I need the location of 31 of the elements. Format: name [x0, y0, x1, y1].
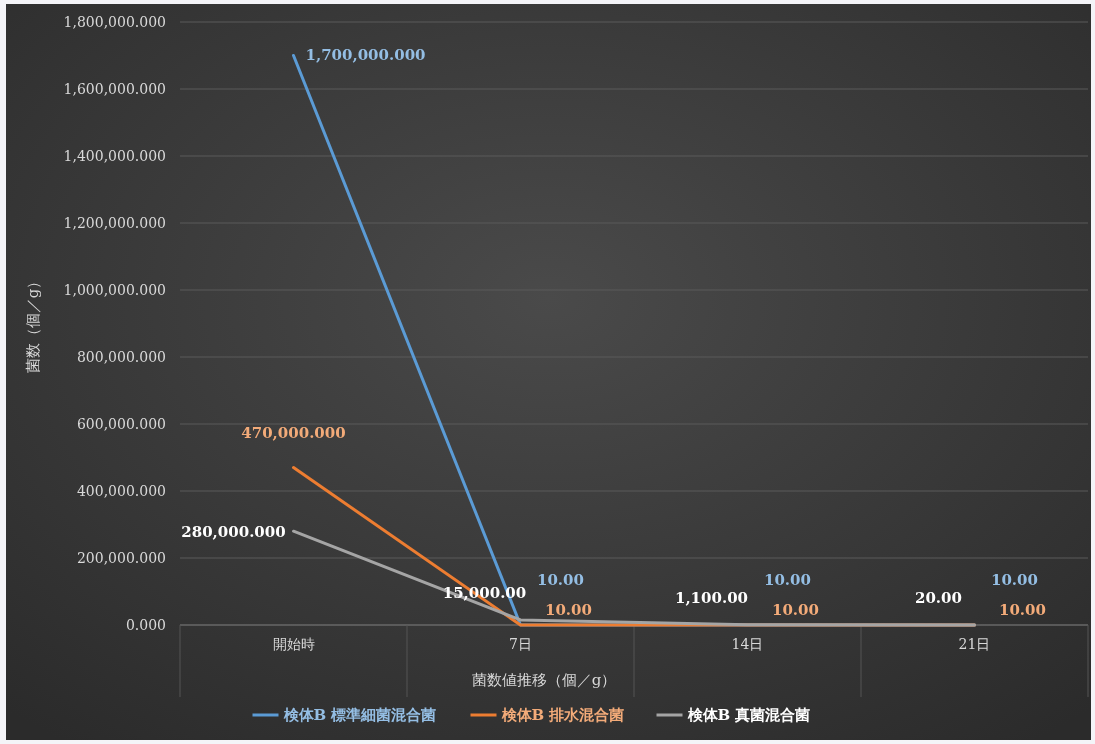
- data-label: 20.00: [915, 588, 962, 607]
- y-tick-label: 1,600,000.000: [63, 81, 166, 97]
- line-series: [292, 529, 976, 627]
- data-label: 470,000.000: [241, 423, 346, 442]
- data-label: 10.00: [772, 601, 819, 619]
- data-label: 10.00: [764, 571, 811, 589]
- y-tick-label: 1,200,000.000: [63, 215, 166, 231]
- y-tick-label: 0.000: [125, 617, 166, 633]
- data-label: 10.00: [537, 571, 584, 589]
- y-tick-label: 1,000,000.000: [63, 282, 166, 298]
- x-tick-label: 14日: [731, 636, 764, 652]
- x-tick-label: 21日: [958, 636, 991, 652]
- y-tick-label: 400,000.000: [76, 483, 166, 499]
- legend-label: 検体B 標準細菌混合菌: [282, 706, 437, 724]
- data-label: 10.00: [999, 601, 1046, 619]
- y-tick-label: 200,000.000: [76, 550, 166, 566]
- y-tick-label: 800,000.000: [76, 349, 166, 365]
- legend-label: 検体B 排水混合菌: [500, 706, 625, 724]
- data-label: 10.00: [545, 601, 592, 619]
- data-label: 280,000.000: [181, 523, 286, 542]
- y-axis-title: 菌数（個／g）: [24, 273, 42, 374]
- data-label: 1,700,000.000: [305, 45, 426, 64]
- y-tick-label: 1,800,000.000: [63, 14, 166, 30]
- data-label: 10.00: [991, 571, 1038, 589]
- x-tick-label: 7日: [509, 636, 532, 652]
- x-tick-label: 開始時: [272, 636, 315, 652]
- y-tick-label: 600,000.000: [76, 416, 166, 432]
- x-axis-title: 菌数値推移（個／g）: [471, 671, 617, 689]
- y-tick-label: 1,400,000.000: [63, 148, 166, 164]
- data-label: 1,100.00: [674, 588, 749, 607]
- legend-label: 検体B 真菌混合菌: [686, 706, 811, 724]
